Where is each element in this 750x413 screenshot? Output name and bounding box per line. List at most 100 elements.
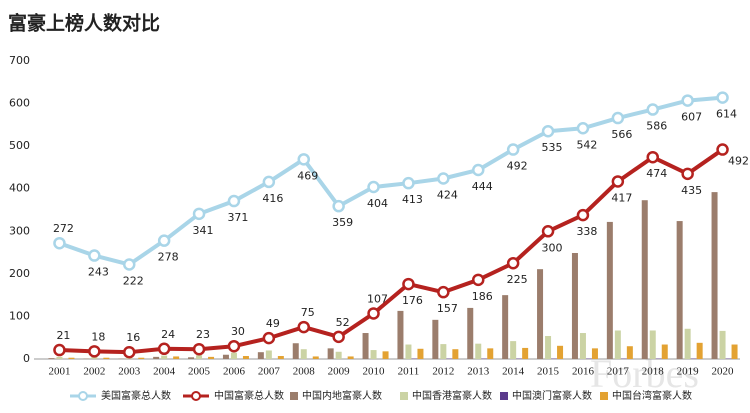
bar bbox=[510, 341, 517, 359]
legend-label: 中国富豪总人数 bbox=[214, 389, 284, 402]
x-tick-label: 2002 bbox=[83, 366, 105, 378]
bar bbox=[265, 350, 272, 359]
legend-swatch bbox=[400, 392, 408, 400]
bar bbox=[48, 358, 55, 359]
point bbox=[157, 234, 171, 247]
x-tick-label: 2017 bbox=[607, 366, 630, 378]
point bbox=[506, 143, 520, 156]
bar bbox=[440, 344, 447, 359]
data-label: 371 bbox=[227, 211, 248, 224]
bar bbox=[230, 352, 237, 359]
bar bbox=[557, 345, 564, 359]
bar bbox=[614, 330, 621, 359]
data-label: 607 bbox=[681, 111, 702, 124]
bar bbox=[56, 356, 63, 359]
point bbox=[681, 167, 694, 181]
bar bbox=[196, 355, 203, 359]
point bbox=[506, 256, 520, 270]
y-tick-label: 100 bbox=[9, 309, 30, 322]
x-tick-label: 2004 bbox=[153, 366, 176, 378]
data-label: 614 bbox=[716, 108, 737, 121]
bar bbox=[257, 352, 264, 359]
bar bbox=[173, 356, 180, 359]
legend-swatch bbox=[78, 391, 88, 401]
data-label: 222 bbox=[123, 274, 144, 287]
point bbox=[227, 339, 241, 353]
data-label: 186 bbox=[472, 290, 493, 303]
point bbox=[472, 273, 485, 287]
point bbox=[192, 342, 206, 356]
bar bbox=[711, 192, 718, 359]
x-tick-label: 2007 bbox=[258, 366, 281, 378]
y-tick-label: 300 bbox=[9, 224, 30, 237]
legend-label: 美国富豪总人数 bbox=[101, 389, 171, 402]
point bbox=[88, 249, 101, 262]
point bbox=[367, 180, 380, 194]
legend-swatch bbox=[290, 392, 298, 400]
bar bbox=[161, 355, 168, 359]
bar bbox=[292, 343, 299, 359]
data-label: 341 bbox=[193, 224, 214, 237]
bar bbox=[676, 221, 683, 359]
bar bbox=[417, 348, 424, 359]
data-label: 24 bbox=[161, 328, 175, 341]
data-label: 18 bbox=[91, 330, 105, 343]
point bbox=[402, 277, 415, 291]
data-label: 157 bbox=[437, 302, 458, 315]
legend-label: 中国澳门富豪人数 bbox=[512, 389, 592, 402]
bar bbox=[487, 348, 494, 359]
data-label: 424 bbox=[437, 188, 458, 201]
data-label: 474 bbox=[646, 167, 667, 180]
bar bbox=[138, 357, 145, 359]
point bbox=[541, 124, 555, 138]
legend-swatch bbox=[600, 392, 608, 400]
y-tick-label: 500 bbox=[9, 139, 30, 152]
legend-label: 中国内地富豪人数 bbox=[302, 389, 382, 402]
y-tick-label: 200 bbox=[9, 267, 30, 280]
data-label: 21 bbox=[56, 329, 70, 342]
data-label: 492 bbox=[728, 155, 749, 168]
data-label: 404 bbox=[367, 197, 388, 210]
bar bbox=[537, 269, 544, 359]
point bbox=[541, 225, 555, 238]
legend-swatch bbox=[191, 391, 201, 401]
x-tick-label: 2015 bbox=[537, 366, 560, 378]
point bbox=[681, 94, 694, 107]
bar bbox=[370, 350, 377, 359]
point bbox=[332, 199, 345, 213]
bar bbox=[467, 307, 474, 359]
bar bbox=[684, 328, 691, 359]
data-label: 416 bbox=[262, 192, 283, 205]
legend-swatch bbox=[500, 392, 508, 400]
bar bbox=[502, 295, 509, 359]
data-label: 359 bbox=[332, 216, 353, 229]
bar bbox=[591, 348, 598, 359]
y-tick-label: 600 bbox=[9, 97, 30, 110]
point bbox=[576, 122, 590, 135]
bar bbox=[327, 348, 334, 359]
point bbox=[611, 111, 625, 125]
data-label: 542 bbox=[576, 138, 597, 151]
x-tick-label: 2019 bbox=[677, 366, 700, 378]
point bbox=[332, 330, 345, 344]
point bbox=[367, 307, 380, 320]
x-tick-label: 2013 bbox=[467, 366, 490, 378]
point bbox=[611, 175, 625, 188]
bar bbox=[91, 356, 98, 359]
bar bbox=[397, 310, 404, 359]
point bbox=[157, 342, 171, 356]
legend-label: 中国香港富豪人数 bbox=[412, 389, 492, 402]
data-label: 272 bbox=[53, 222, 74, 235]
data-label: 444 bbox=[472, 180, 493, 193]
point bbox=[716, 91, 729, 104]
data-label: 469 bbox=[297, 169, 318, 182]
data-label: 413 bbox=[402, 193, 423, 206]
bar bbox=[362, 333, 369, 359]
x-tick-label: 2001 bbox=[48, 366, 70, 378]
data-label: 225 bbox=[507, 273, 528, 286]
bar bbox=[661, 344, 668, 359]
data-label: 16 bbox=[126, 331, 140, 344]
point bbox=[123, 345, 136, 359]
point bbox=[576, 208, 590, 222]
